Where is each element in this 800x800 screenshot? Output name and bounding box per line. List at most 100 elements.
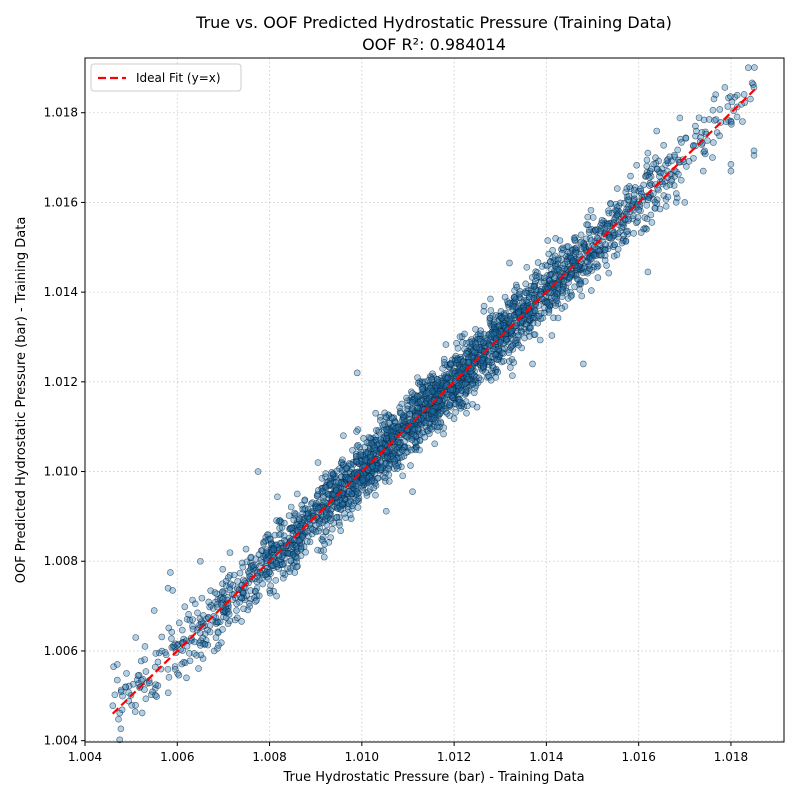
scatter-point [716,132,723,140]
scatter-point [637,207,644,215]
scatter-point [721,84,729,91]
scatter-point [613,185,621,192]
scatter-point [644,196,652,203]
scatter-point [536,291,543,299]
scatter-point [507,364,514,371]
scatter-point [287,503,295,511]
scatter-point [132,701,139,709]
scatter-point [211,589,219,596]
scatter-point [315,520,323,528]
scatter-point [287,557,295,564]
scatter-point [339,500,346,508]
scatter-point [644,268,652,276]
scatter-point [543,299,551,307]
scatter-point [299,505,307,513]
scatter-point [284,549,291,557]
scatter-point [328,525,336,533]
scatter-point [138,709,146,717]
scatter-point [171,665,179,673]
scatter-point [322,528,329,535]
scatter-point [448,392,456,400]
scatter-point [418,386,426,393]
scatter-point [507,312,515,320]
scatter-point [178,660,186,668]
scatter-point [375,474,382,482]
scatter-point [682,134,690,142]
scatter-point [640,225,648,233]
scatter-point [164,666,172,673]
scatter-point [327,534,334,541]
x-tick-label: 1.010 [345,750,379,764]
chart-subtitle: OOF R²: 0.984014 [362,35,506,54]
scatter-point [651,198,659,206]
scatter-point [414,424,422,432]
scatter-point [709,106,717,114]
scatter-point [398,400,406,408]
scatter-point [456,398,463,406]
x-tick-label: 1.018 [714,750,748,764]
scatter-point [459,358,467,366]
scatter-point [710,95,718,103]
scatter-point [651,204,659,212]
scatter-point [197,557,204,565]
scatter-point [372,491,379,499]
scatter-point [567,293,575,300]
scatter-point [462,380,469,387]
scatter-point [716,106,724,113]
scatter-point [393,462,400,470]
scatter-point [383,454,391,462]
scatter-point [322,499,329,506]
scatter-point [431,414,438,422]
scatter-point [470,389,478,397]
scatter-point [509,372,516,379]
scatter-point [314,459,322,466]
scatter-point [289,551,297,558]
scatter-point [279,569,287,577]
scatter-point [189,625,197,633]
scatter-point [582,278,589,285]
scatter-point [480,302,488,310]
scatter-point [558,249,566,257]
scatter-point [233,614,241,622]
scatter-point [552,235,559,242]
scatter-point [710,139,717,146]
scatter-point [265,575,272,583]
scatter-point [618,224,626,231]
scatter-point [594,274,602,281]
scatter-point [170,643,177,651]
scatter-point [508,356,516,363]
scatter-point [550,314,557,322]
scatter-point [489,364,497,371]
scatter-point [371,444,379,452]
scatter-point [559,286,567,293]
scatter-point [281,536,288,544]
scatter-point [275,531,283,539]
scatter-point [210,647,218,655]
scatter-point [399,472,407,480]
scatter-point [354,504,362,511]
scatter-point [487,295,494,303]
scatter-point [201,630,209,638]
scatter-point [607,200,614,208]
scatter-point [274,493,281,501]
scatter-point [643,215,651,223]
scatter-point [469,380,476,388]
scatter-point [727,93,734,100]
scatter-point [213,618,221,626]
scatter-point [292,510,299,518]
scatter-point [506,259,513,267]
scatter-point [613,251,621,259]
scatter-point [614,245,622,253]
scatter-point [733,91,741,99]
scatter-point [142,668,150,675]
scatter-point [175,671,183,679]
scatter-point [751,64,758,71]
scatter-point [495,346,502,353]
scatter-point [170,642,177,649]
scatter-point [462,350,470,357]
scatter-point [272,560,280,567]
scatter-point [360,435,367,442]
scatter-point [439,365,446,372]
scatter-point [219,565,227,573]
